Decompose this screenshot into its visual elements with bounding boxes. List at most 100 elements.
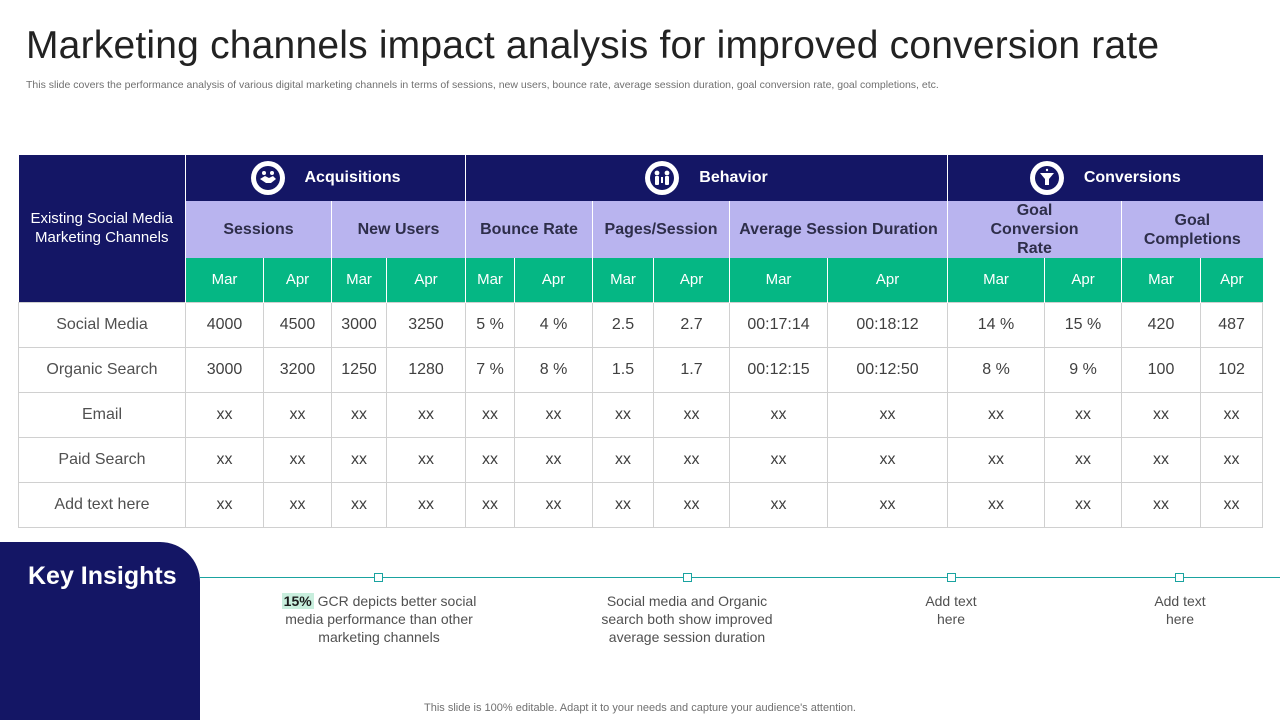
table-cell: 3200: [263, 346, 332, 393]
table-cell: 00:17:14: [729, 301, 829, 348]
table-cell: xx: [1044, 481, 1123, 528]
insight-2: Social media and Organic search both sho…: [601, 593, 773, 645]
table-cell: xx: [263, 436, 332, 483]
table-cell: xx: [331, 436, 387, 483]
table-cell: xx: [465, 391, 516, 438]
table-row: Add text here xx xx xx xx xx xx xx xx xx xx xx xx xx x…: [18, 481, 1264, 528]
corner-header: Existing Social Media Marketing Channels: [18, 155, 186, 302]
table-cell: 1.7: [653, 346, 731, 393]
table-cell: 100: [1121, 346, 1202, 393]
table-cell: 9 %: [1044, 346, 1123, 393]
timeline-node: [1175, 573, 1184, 582]
table-cell: xx: [827, 391, 949, 438]
table-cell: xx: [1121, 391, 1202, 438]
table-row: Email xx xx xx xx xx xx xx xx xx xx xx xx xx xx: [18, 391, 1264, 438]
table-cell: xx: [1200, 436, 1264, 483]
table-cell: 15 %: [1044, 301, 1123, 348]
table-cell: xx: [331, 481, 387, 528]
table-cell: 3000: [185, 346, 264, 393]
table-cell: xx: [263, 391, 332, 438]
page-title: Marketing channels impact analysis for i…: [26, 24, 1160, 67]
people-icon: [645, 160, 680, 195]
table-cell: xx: [592, 436, 655, 483]
metric-header-bounce-rate: Bounce Rate: [465, 201, 593, 258]
month-header: Mar: [185, 258, 264, 302]
table-cell: xx: [947, 481, 1046, 528]
metric-header-sessions: Sessions: [185, 201, 332, 258]
table-cell: xx: [185, 481, 264, 528]
table-cell: 2.7: [653, 301, 731, 348]
table-cell: xx: [1044, 391, 1123, 438]
table-cell: 00:12:15: [729, 346, 829, 393]
table-cell: 8 %: [514, 346, 594, 393]
table-cell: 4 %: [514, 301, 594, 348]
insight-highlight: 15%: [281, 593, 314, 609]
table-cell: 7 %: [465, 346, 516, 393]
group-label: Conversions: [1083, 168, 1181, 186]
table-cell: xx: [465, 481, 516, 528]
table-cell: 4000: [185, 301, 264, 348]
table-cell: xx: [592, 391, 655, 438]
table-row: Social Media 4000 4500 3000 3250 5 % 4 % 2.5 2.7…: [18, 301, 1264, 348]
table-row: Paid Search xx xx xx xx xx xx xx xx xx xx xx xx xx xx: [18, 436, 1264, 483]
table-cell: xx: [827, 436, 949, 483]
table-cell: 1.5: [592, 346, 655, 393]
month-header: Mar: [729, 258, 828, 302]
table-cell: xx: [465, 436, 516, 483]
group-label: Acquisitions: [304, 168, 401, 186]
month-header: Apr: [827, 258, 948, 302]
month-header: Mar: [592, 258, 654, 302]
month-header: Mar: [331, 258, 387, 302]
metric-header-goal-conversion-rate: Goal Conversion Rate: [947, 201, 1122, 258]
insight-text: GCR depicts better social media performa…: [285, 593, 477, 645]
table-cell: xx: [1200, 481, 1264, 528]
row-label: Social Media: [18, 301, 186, 348]
table-cell: xx: [185, 436, 264, 483]
table-cell: 2.5: [592, 301, 655, 348]
row-label: Add text here: [18, 481, 186, 528]
table-cell: 8 %: [947, 346, 1046, 393]
table-cell: 3000: [331, 301, 387, 348]
row-label: Organic Search: [18, 346, 186, 393]
month-header: Apr: [1200, 258, 1263, 302]
table-cell: 00:18:12: [827, 301, 949, 348]
table-cell: xx: [1121, 436, 1202, 483]
table-cell: xx: [514, 436, 594, 483]
group-label: Behavior: [699, 168, 768, 186]
timeline-line: [200, 577, 1280, 578]
month-header: Apr: [385, 258, 466, 302]
metric-header-new-users: New Users: [330, 201, 466, 258]
month-header: Apr: [514, 258, 593, 302]
insight-4: Add text here: [1154, 593, 1206, 627]
table-cell: 3250: [385, 301, 467, 348]
page-subtitle: This slide covers the performance analys…: [26, 79, 939, 91]
group-header-acquisitions: Acquisitions: [184, 155, 466, 201]
table-cell: xx: [1121, 481, 1202, 528]
table-cell: 102: [1200, 346, 1264, 393]
key-insights-title: Key Insights: [28, 562, 177, 590]
metric-header-goal-completions: Goal Completions: [1121, 201, 1263, 258]
table-cell: xx: [1200, 391, 1264, 438]
table-cell: xx: [1044, 436, 1123, 483]
table-cell: xx: [592, 481, 655, 528]
insight-3: Add text here: [925, 593, 977, 627]
channels-table: Existing Social Media Marketing Channels…: [18, 155, 1264, 528]
group-header-conversions: Conversions: [947, 155, 1263, 201]
timeline-node: [374, 573, 383, 582]
table-cell: xx: [653, 436, 731, 483]
table-cell: xx: [653, 391, 731, 438]
table-cell: xx: [514, 481, 594, 528]
month-header: Mar: [947, 258, 1045, 302]
key-insights-panel: [0, 542, 200, 720]
table-cell: xx: [385, 391, 467, 438]
table-cell: 14 %: [947, 301, 1046, 348]
month-header: Apr: [653, 258, 730, 302]
table-row: Organic Search 3000 3200 1250 1280 7 % 8 % 1.5 1…: [18, 346, 1264, 393]
table-cell: xx: [947, 391, 1046, 438]
table-cell: 00:12:50: [827, 346, 949, 393]
table-cell: 4500: [263, 301, 332, 348]
month-header: Mar: [465, 258, 515, 302]
metric-header-pages-session: Pages/Session: [592, 201, 730, 258]
timeline-node: [947, 573, 956, 582]
table-cell: 5 %: [465, 301, 516, 348]
